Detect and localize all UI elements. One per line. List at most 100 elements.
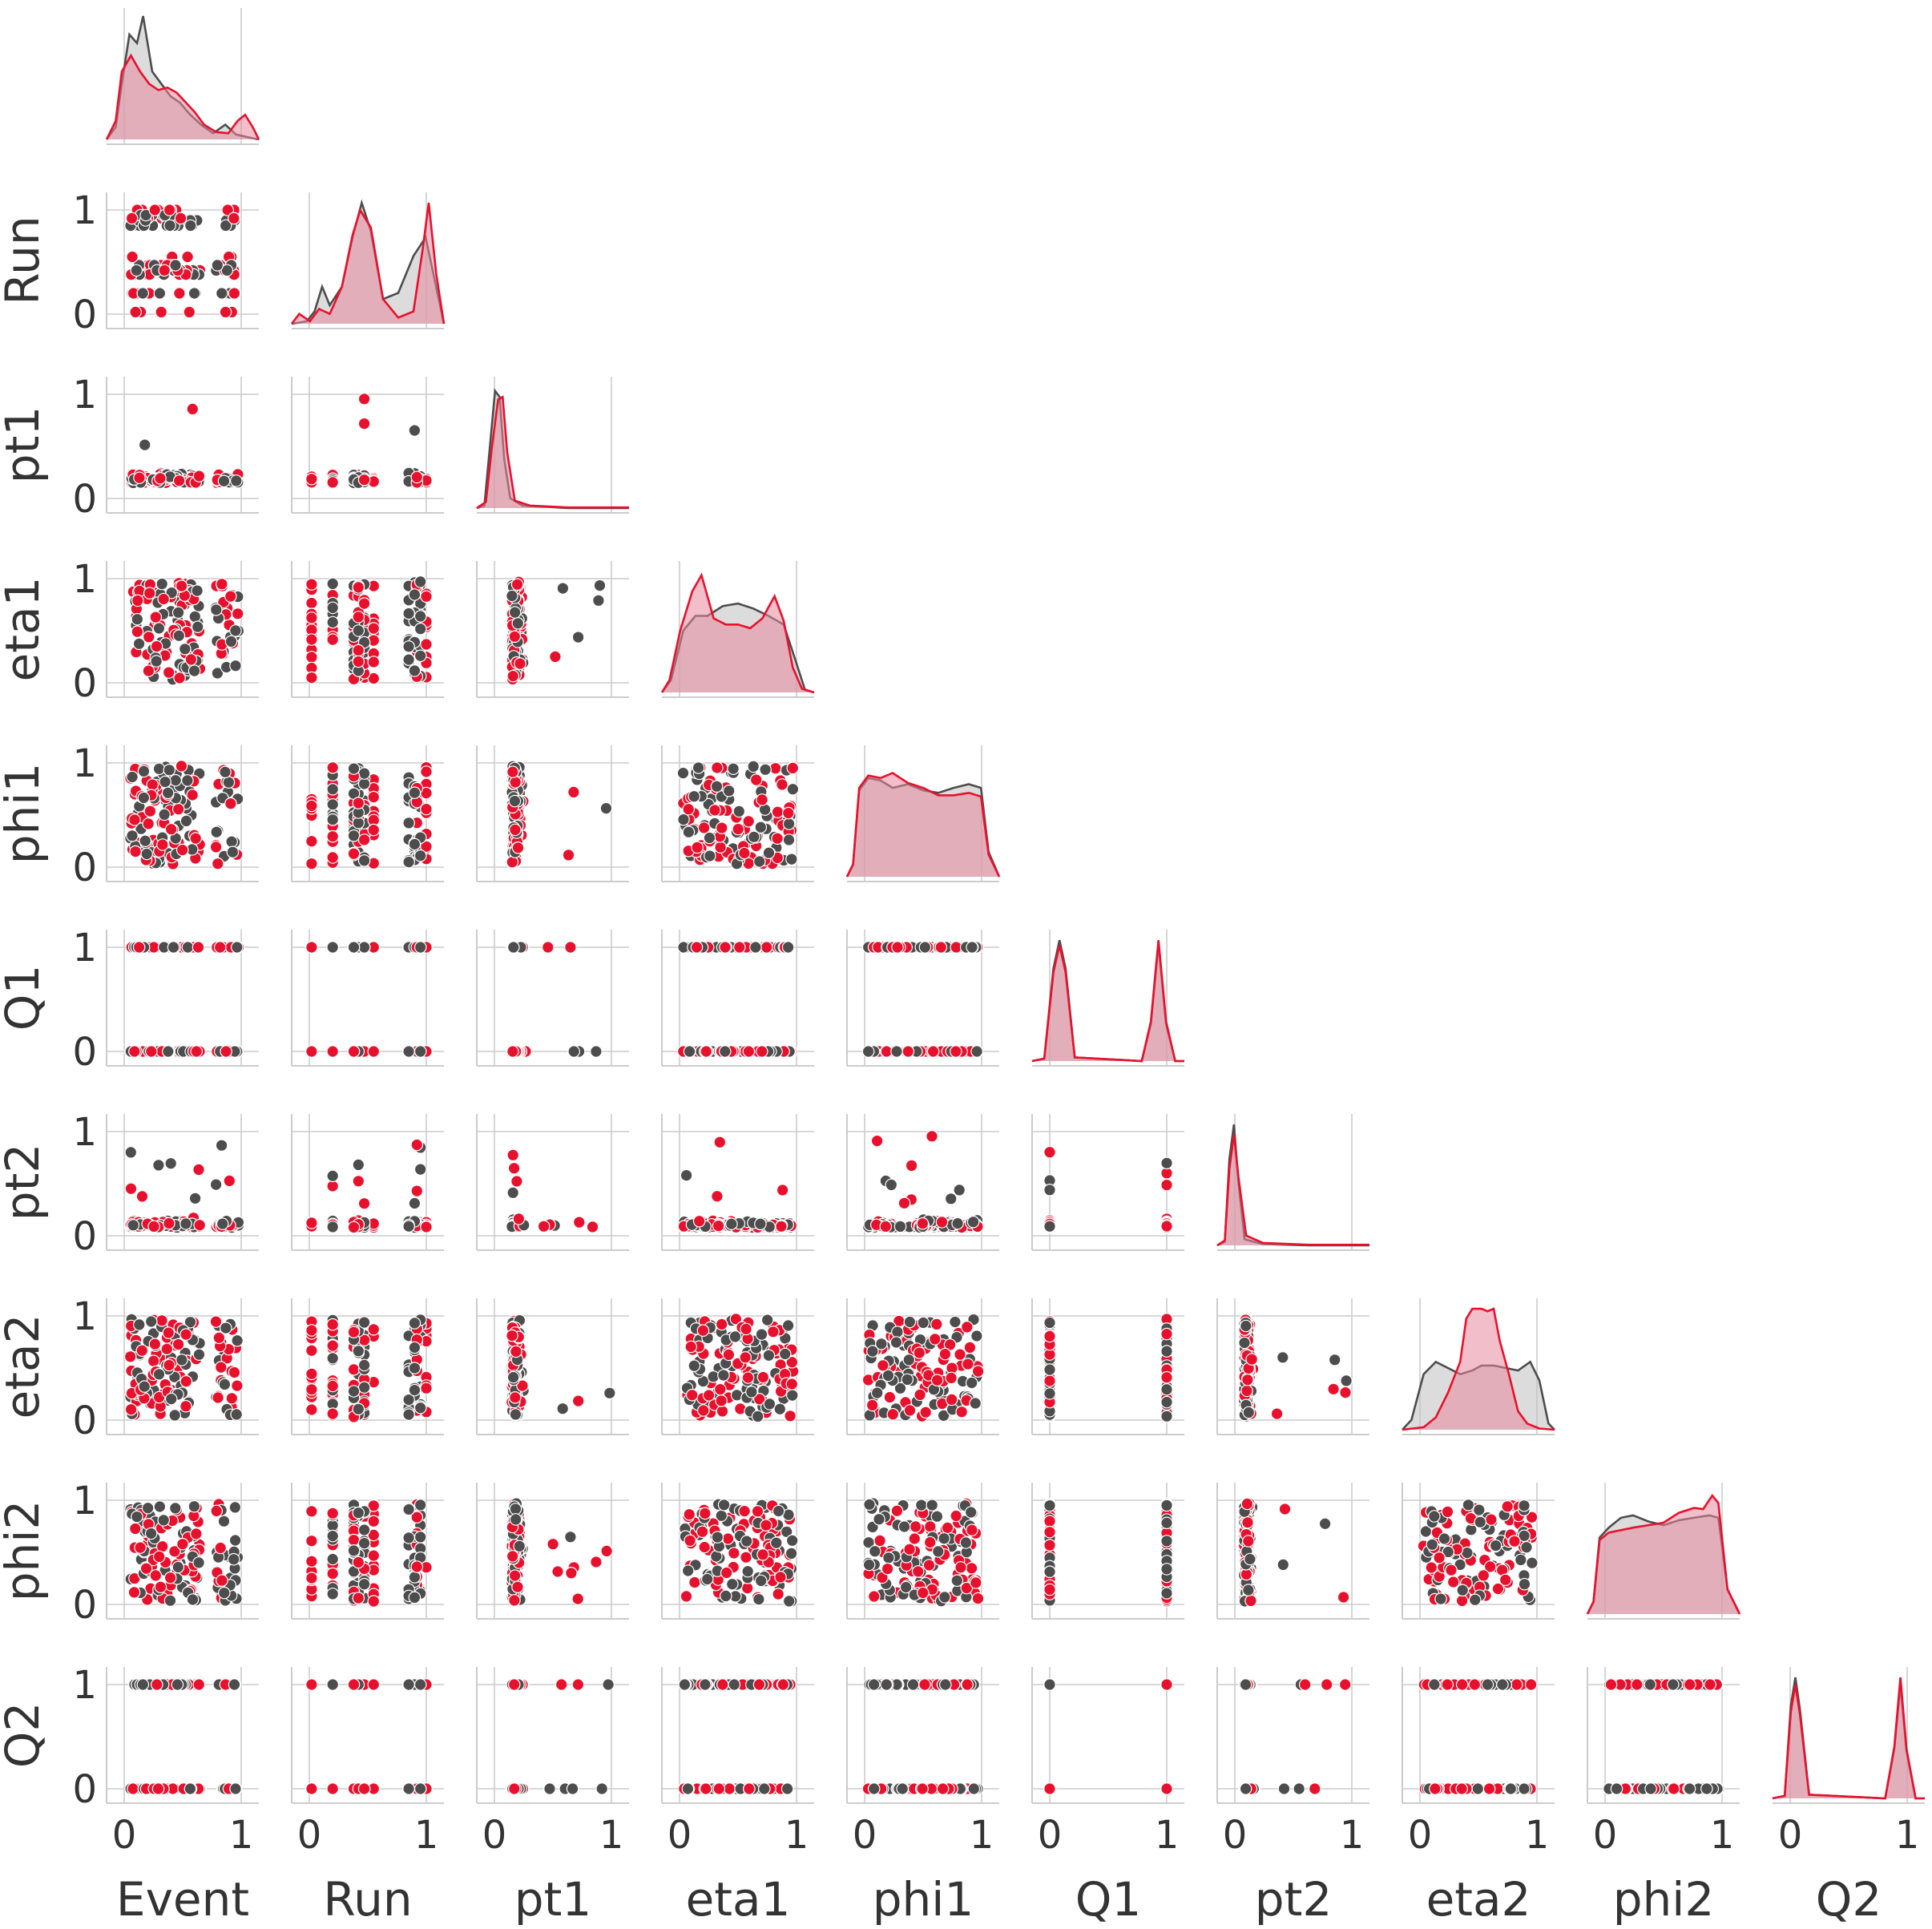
scatter-point	[413, 1163, 427, 1176]
scatter-point	[966, 1523, 978, 1536]
scatter-point	[402, 817, 415, 829]
panel-Q1-vs-Q1	[1031, 930, 1184, 1067]
scatter-point	[147, 1354, 160, 1367]
scatter-point	[152, 1550, 166, 1564]
scatter-point	[133, 471, 146, 484]
scatter-point	[305, 1383, 318, 1396]
scatter-point	[192, 1348, 206, 1361]
scatter-point	[776, 1184, 789, 1197]
scatter-point	[148, 1338, 162, 1350]
scatter-point	[890, 1045, 903, 1058]
scatter-point	[217, 1586, 231, 1600]
panel-eta1-vs-pt1	[476, 561, 629, 698]
scatter-point	[128, 813, 141, 826]
panel-eta2-vs-Q1	[1031, 1298, 1184, 1435]
scatter-point	[193, 1218, 206, 1232]
scatter-point	[410, 1560, 424, 1573]
scatter-point	[131, 1510, 143, 1523]
scatter-point	[174, 212, 188, 225]
scatter-point	[562, 849, 575, 862]
scatter-point	[352, 611, 365, 623]
scatter-point	[902, 1354, 916, 1366]
scatter-point	[756, 1548, 769, 1561]
scatter-point	[715, 1318, 728, 1331]
scatter-point	[152, 622, 166, 635]
scatter-point	[951, 1217, 964, 1230]
scatter-point	[326, 1169, 339, 1183]
panel-phi1-vs-pt1	[476, 745, 629, 882]
scatter-point	[510, 578, 524, 591]
scatter-point	[326, 1519, 339, 1532]
scatter-point	[692, 1214, 706, 1228]
scatter-point	[771, 832, 784, 845]
scatter-point	[326, 1588, 339, 1600]
scatter-point	[326, 633, 339, 646]
scatter-point	[305, 1555, 318, 1568]
scatter-point	[357, 1536, 371, 1550]
scatter-point	[146, 778, 159, 791]
scatter-point	[150, 640, 163, 653]
scatter-point	[124, 1146, 138, 1159]
scatter-point	[160, 1342, 174, 1356]
scatter-point	[567, 1045, 580, 1058]
scatter-point	[1242, 1406, 1256, 1419]
scatter-point	[175, 1354, 188, 1366]
scatter-point	[930, 1318, 943, 1331]
scatter-point	[152, 1368, 166, 1381]
scatter-point	[738, 1504, 751, 1518]
scatter-point	[181, 774, 194, 787]
scatter-point	[352, 1402, 365, 1416]
scatter-point	[508, 1594, 521, 1607]
scatter-point	[950, 1509, 962, 1523]
scatter-point	[691, 841, 704, 854]
scatter-point	[1160, 1410, 1173, 1423]
scatter-point	[881, 1369, 895, 1382]
scatter-point	[508, 606, 522, 619]
scatter-point	[420, 1382, 433, 1394]
scatter-point	[954, 1561, 967, 1574]
scatter-point	[169, 773, 182, 787]
scatter-point	[969, 1397, 982, 1410]
scatter-point	[143, 587, 156, 599]
scatter-point	[305, 1344, 318, 1357]
scatter-point	[216, 1217, 229, 1230]
scatter-point	[866, 1345, 879, 1358]
scatter-point	[169, 259, 182, 272]
scatter-point	[547, 1537, 559, 1551]
panel-phi1-vs-Event: 01	[72, 741, 259, 890]
scatter-point	[420, 1221, 433, 1233]
scatter-point	[179, 1217, 192, 1230]
scatter-point	[367, 1045, 381, 1058]
scatter-point	[716, 1405, 729, 1418]
scatter-point	[305, 1324, 318, 1337]
scatter-point	[305, 1367, 318, 1381]
y-tick-label: 0	[72, 1030, 97, 1075]
scatter-point	[599, 801, 613, 815]
scatter-point	[593, 579, 607, 592]
scatter-point	[1160, 1178, 1173, 1192]
scatter-point	[326, 761, 339, 774]
scatter-point	[129, 1522, 142, 1536]
scatter-point	[785, 853, 798, 866]
scatter-point	[762, 846, 776, 859]
scatter-point	[1160, 1156, 1173, 1170]
panel-Run-vs-Run	[290, 192, 446, 329]
scatter-point	[156, 838, 169, 851]
scatter-point	[224, 635, 238, 648]
scatter-point	[954, 1348, 966, 1361]
scatter-point	[420, 590, 433, 603]
scatter-point	[509, 1513, 522, 1526]
panel-eta1-vs-Run	[291, 561, 444, 698]
scatter-point	[572, 1216, 586, 1229]
scatter-point	[140, 847, 153, 861]
scatter-point	[738, 846, 751, 860]
scatter-point	[173, 672, 186, 684]
scatter-point	[326, 601, 339, 615]
scatter-point	[347, 1544, 361, 1557]
scatter-point	[732, 822, 744, 836]
scatter-point	[506, 1550, 519, 1563]
scatter-point	[938, 1347, 952, 1361]
scatter-point	[209, 841, 223, 854]
scatter-point	[145, 1045, 158, 1058]
scatter-point	[913, 1346, 926, 1359]
